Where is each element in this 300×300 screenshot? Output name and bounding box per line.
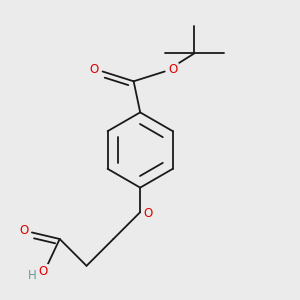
Text: O: O (168, 63, 178, 76)
Text: O: O (19, 224, 28, 237)
Text: O: O (90, 63, 99, 76)
Text: O: O (144, 207, 153, 220)
Text: H: H (28, 269, 36, 283)
Text: O: O (39, 265, 48, 278)
